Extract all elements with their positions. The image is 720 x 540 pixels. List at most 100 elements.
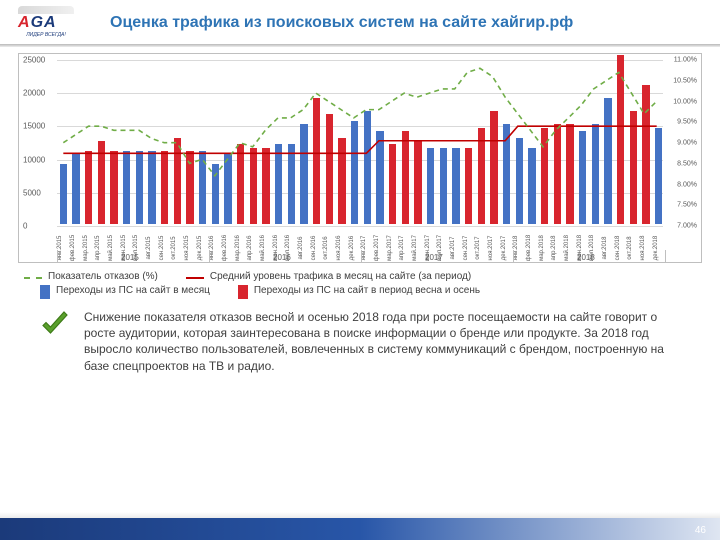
x-axis-label: сен.2018 [615, 236, 621, 261]
bar [199, 151, 207, 224]
y-axis-right-label: 8.00% [677, 181, 697, 188]
x-axis-label: ноя.2015 [184, 236, 190, 261]
y-axis-right-label: 11.00% [674, 57, 697, 64]
x-axis-label: май.2017 [412, 235, 418, 261]
legend-item: Переходы из ПС на сайт в период весна и … [238, 285, 480, 299]
bar [110, 151, 118, 224]
logo-subtitle: ЛИДЕР ВСЕГДА! [18, 32, 74, 38]
y-axis-right-label: 7.00% [677, 223, 697, 230]
bar [554, 124, 562, 224]
y-axis-left-label: 20000 [23, 89, 45, 98]
x-axis-label: дек.2015 [197, 236, 203, 260]
year-label: 2016 [273, 253, 291, 262]
x-axis-label: авг.2015 [146, 237, 152, 260]
x-axis-label: авг.2017 [450, 237, 456, 260]
bar [161, 151, 169, 224]
legend-label: Показатель отказов (%) [48, 271, 158, 283]
year-label: 2018 [577, 253, 595, 262]
bar [478, 128, 486, 224]
header-divider [0, 44, 720, 47]
bar [579, 131, 587, 224]
bar [516, 138, 524, 224]
bar [224, 154, 232, 224]
x-axis-label: окт.2017 [475, 236, 481, 259]
x-axis-label: апр.2017 [399, 236, 405, 261]
y-axis-right-label: 10.50% [673, 77, 697, 84]
bar [212, 164, 220, 224]
legend-label: Средний уровень трафика в месяц на сайте… [210, 271, 471, 283]
bar [288, 144, 296, 224]
legend-blue-icon [40, 285, 50, 299]
bar [148, 151, 156, 224]
x-axis-label: авг.2016 [298, 237, 304, 260]
legend-item: Средний уровень трафика в месяц на сайте… [186, 271, 471, 283]
footer: 46 [0, 518, 720, 540]
bar [402, 131, 410, 224]
bar [174, 138, 182, 224]
year-label: 2017 [425, 253, 443, 262]
x-axis-label: авг.2018 [602, 237, 608, 260]
bar [630, 111, 638, 224]
legend: Показатель отказов (%) Средний уровень т… [24, 271, 696, 299]
logo: AGA ЛИДЕР ВСЕГДА! [18, 6, 74, 40]
y-axis-right-label: 9.00% [677, 140, 697, 147]
legend-item: Показатель отказов (%) [24, 271, 158, 283]
x-axis-label: янв.2017 [361, 236, 367, 261]
x-axis-label: дек.2017 [501, 236, 507, 260]
bar [655, 128, 663, 224]
x-axis-label: апр.2015 [95, 236, 101, 261]
x-axis-label: фев.2018 [526, 235, 532, 261]
note-block: Снижение показателя отказов весной и осе… [40, 309, 690, 374]
year-label: 2015 [121, 253, 139, 262]
bar [85, 151, 93, 224]
x-axis-label: сен.2017 [463, 236, 469, 261]
bar [452, 148, 460, 224]
x-axis-label: фев.2017 [374, 235, 380, 261]
x-axis-label: янв.2016 [209, 236, 215, 261]
bar [136, 151, 144, 224]
bar [338, 138, 346, 224]
x-axis-label: мар.2016 [235, 235, 241, 261]
y-axis-left-label: 10000 [23, 155, 45, 164]
legend-item: Переходы из ПС на сайт в месяц [40, 285, 210, 299]
legend-red-icon [238, 285, 248, 299]
note-text: Снижение показателя отказов весной и осе… [84, 309, 690, 374]
x-axis-label: мар.2017 [387, 235, 393, 261]
bar [604, 98, 612, 224]
bar [364, 111, 372, 224]
bar [541, 128, 549, 224]
x-axis-label: янв.2015 [57, 236, 63, 261]
x-axis-label: ноя.2016 [336, 236, 342, 261]
x-axis-label: янв.2018 [513, 236, 519, 261]
x-axis-label: апр.2016 [247, 236, 253, 261]
x-axis-label: сен.2016 [311, 236, 317, 261]
traffic-chart: 05000100001500020000250007.00%7.50%8.00%… [18, 53, 702, 263]
x-axis-label: фев.2015 [70, 235, 76, 261]
bar [300, 124, 308, 224]
legend-label: Переходы из ПС на сайт в период весна и … [254, 285, 480, 297]
bar [490, 111, 498, 224]
bar [427, 148, 435, 224]
y-axis-left-label: 15000 [23, 122, 45, 131]
header: AGA ЛИДЕР ВСЕГДА! Оценка трафика из поис… [0, 0, 720, 42]
x-axis-label: окт.2018 [627, 236, 633, 259]
x-axis-label: май.2018 [564, 235, 570, 261]
bar [617, 55, 625, 224]
bar [60, 164, 68, 224]
x-axis-label: апр.2018 [551, 236, 557, 261]
bar [98, 141, 106, 224]
logo-letter: A [18, 14, 31, 31]
bar [503, 124, 511, 224]
bar [186, 151, 194, 224]
y-axis-left-label: 25000 [23, 56, 45, 65]
x-axis-label: май.2015 [108, 235, 114, 261]
y-axis-right-label: 8.50% [677, 160, 697, 167]
bar [123, 151, 131, 224]
legend-label: Переходы из ПС на сайт в месяц [56, 285, 210, 297]
bar [376, 131, 384, 224]
x-axis-label: сен.2015 [159, 236, 165, 261]
y-axis-left-label: 0 [23, 222, 27, 231]
x-axis-label: фев.2016 [222, 235, 228, 261]
bar [414, 141, 422, 224]
bar [642, 85, 650, 224]
